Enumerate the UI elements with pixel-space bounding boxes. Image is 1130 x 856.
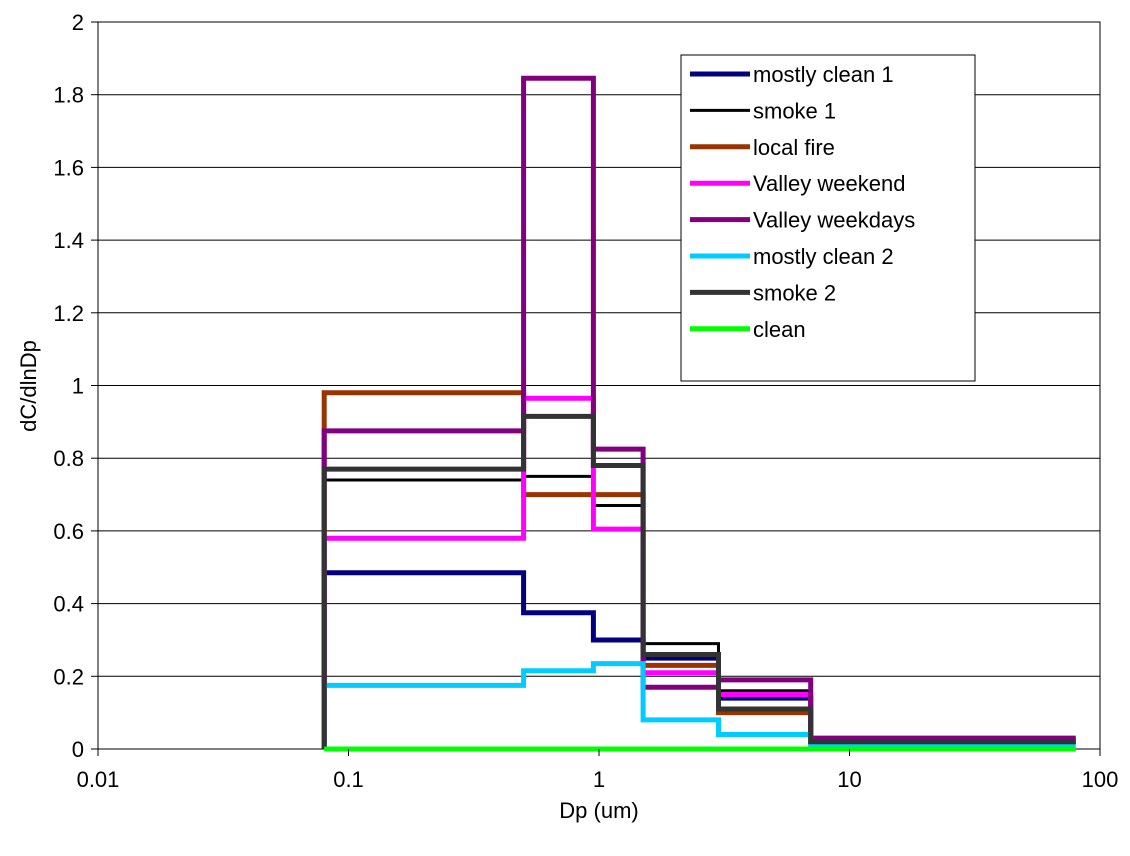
legend-label: clean xyxy=(753,317,806,342)
axes: 0 0.2 0.4 0.6 0.8 1 1.2 1.4 1.6 1.8 2 0.01 0.1 1 10 100 xyxy=(53,10,1118,792)
x-tick-label: 10 xyxy=(837,767,861,792)
y-tick-label: 0.2 xyxy=(53,664,84,689)
legend-label: Valley weekend xyxy=(753,171,905,196)
y-tick-label: 0.8 xyxy=(53,446,84,471)
y-tick-label: 1.2 xyxy=(53,301,84,326)
legend-label: smoke 1 xyxy=(753,98,836,123)
x-tick-label: 0.1 xyxy=(333,767,364,792)
y-tick-label: 2 xyxy=(72,10,84,35)
legend-label: Valley weekdays xyxy=(753,208,915,233)
y-tick-label: 1 xyxy=(72,374,84,399)
y-axis-title: dC/dlnDp xyxy=(16,340,41,432)
legend: mostly clean 1 smoke 1 local fire Valley we… xyxy=(680,54,976,382)
y-tick-label: 1.6 xyxy=(53,155,84,180)
x-tick-label: 1 xyxy=(593,767,605,792)
y-tick-label: 1.4 xyxy=(53,228,84,253)
y-tick-label: 1.8 xyxy=(53,83,84,108)
legend-label: mostly clean 1 xyxy=(753,62,894,87)
legend-label: smoke 2 xyxy=(753,280,836,305)
y-tick-label: 0 xyxy=(72,737,84,762)
legend-label: mostly clean 2 xyxy=(753,244,894,269)
series-line-7 xyxy=(321,413,1076,749)
legend-label: local fire xyxy=(753,135,835,160)
x-axis-title: Dp (um) xyxy=(559,798,638,823)
x-tick-label: 0.01 xyxy=(77,767,120,792)
y-tick-label: 0.4 xyxy=(53,592,84,617)
series-layer xyxy=(321,75,1076,752)
x-tick-label: 100 xyxy=(1082,767,1119,792)
y-tick-label: 0.6 xyxy=(53,519,84,544)
